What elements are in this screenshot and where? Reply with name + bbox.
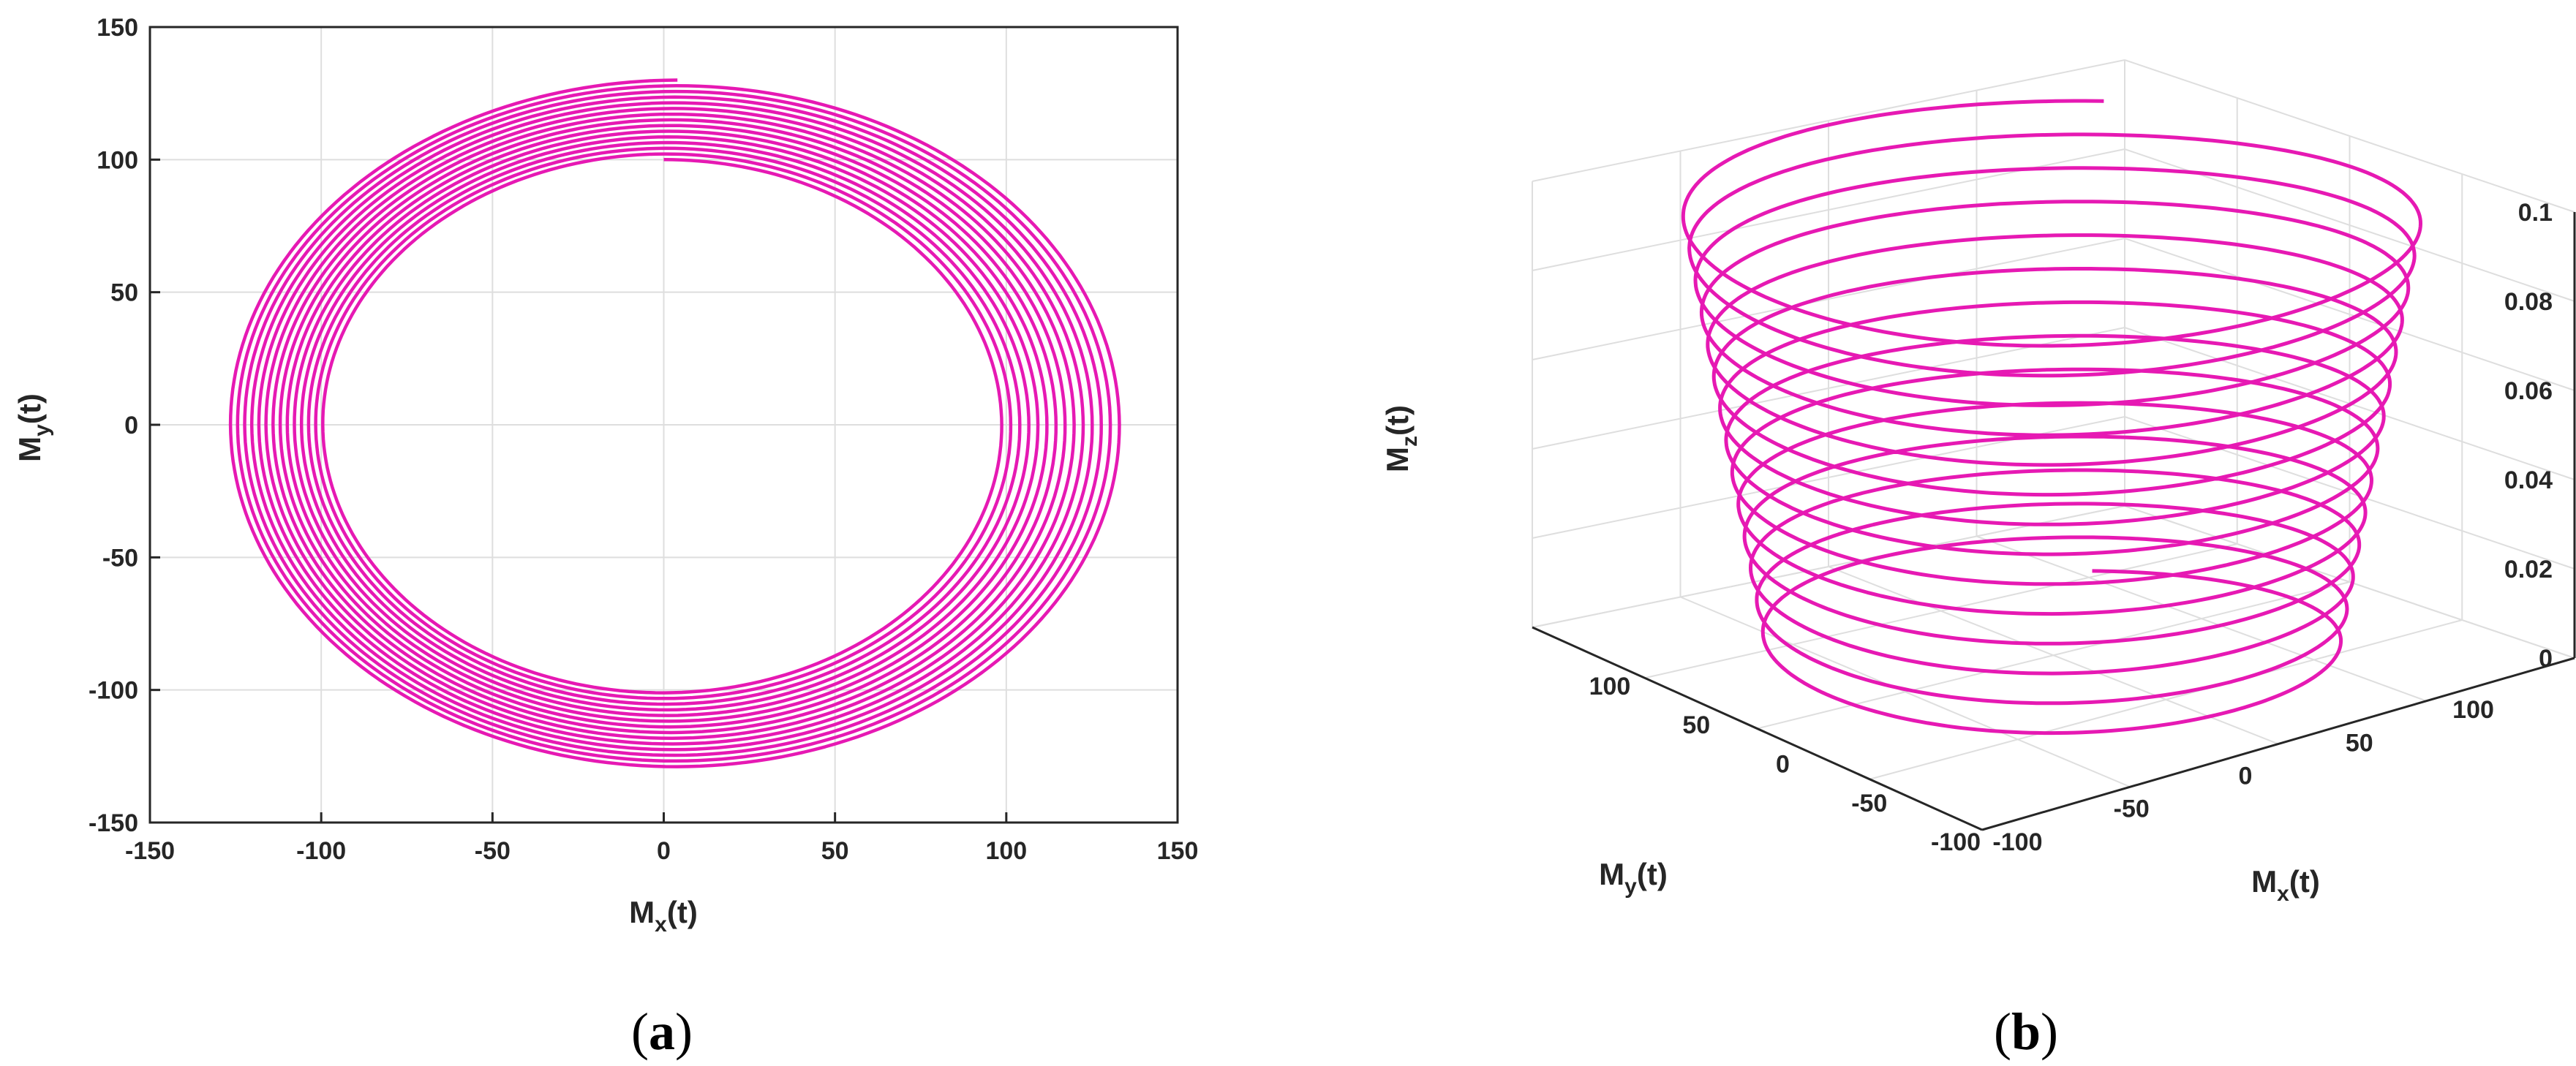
chart-a-y-tick-label: 150 xyxy=(97,14,138,42)
chart-b-wall-gridline xyxy=(1532,327,2125,450)
chart-a-y-tick-label: -100 xyxy=(88,677,138,705)
chart-a-x-axis-label-rest: (t) xyxy=(667,895,698,929)
chart-a-x-tick-label: 150 xyxy=(1157,837,1199,865)
chart-a-y-tick-label: -150 xyxy=(88,809,138,837)
chart-b-z-tick-label: 0.1 xyxy=(2518,199,2553,227)
chart-b-y-axis-line xyxy=(1981,657,2575,831)
chart-a-series xyxy=(228,78,1121,768)
chart-b-floor-gridline xyxy=(1757,581,2350,730)
chart-b-y-tick-label: 50 xyxy=(2346,729,2373,757)
chart-a-y-tick-label: 0 xyxy=(124,412,138,439)
chart-b-z-tick-label: 0.06 xyxy=(2504,377,2553,405)
chart-b-floor-gridline xyxy=(1644,543,2237,679)
chart-b-x-tick-label: 0 xyxy=(1776,751,1790,779)
chart-a-x-axis-label: Mx(t) xyxy=(629,895,698,937)
chart-b-x-axis-label-rest: (t) xyxy=(2289,864,2320,899)
chart-a-y-ticks: 150 100 50 0 -50 -100 -150 xyxy=(88,14,160,837)
chart-b-wall-gridline xyxy=(1532,238,2125,360)
chart-a-y-tick-label: 50 xyxy=(110,279,138,307)
chart-a-x-axis-label-main: M xyxy=(629,895,655,929)
chart-b-wall-gridline xyxy=(1532,59,2125,182)
chart-b-y-tick-label: 100 xyxy=(2452,696,2494,724)
chart-b-z-tick-label: 0.02 xyxy=(2504,556,2553,583)
chart-a-y-axis-label-sub: y xyxy=(30,424,54,436)
panel-label-b: (b) xyxy=(1994,1002,2058,1061)
chart-b-ticks: 0.1 0.08 0.06 0.04 0.02 0 100 50 0 -50 -100 -100 -50… xyxy=(1589,199,2553,856)
chart-a-y-axis-label-main: M xyxy=(12,436,47,462)
chart-a-y-axis-label: My(t) xyxy=(12,393,54,462)
chart-a: -150 -100 -50 0 50 100 150 150100500-50-100-15… xyxy=(12,14,1198,937)
panel-label-a: (a) xyxy=(631,1002,693,1061)
chart-b-floor-gridline xyxy=(1976,535,2427,702)
chart-b-wall-gridline xyxy=(2124,505,2575,659)
chart-b-z-axis-label-rest: (t) xyxy=(1380,405,1415,436)
chart-b-z-axis-label-main: M xyxy=(1380,447,1415,472)
chart-b-y-axis-label-main: M xyxy=(1599,857,1624,891)
chart-a-y-tick-label: 100 xyxy=(97,146,138,174)
chart-b-z-tick-label: 0.04 xyxy=(2504,466,2553,494)
chart-a-y-tick-label: -50 xyxy=(102,544,138,572)
chart-b-x-tick-label: -50 xyxy=(1851,790,1887,817)
chart-a-x-tick-label: 100 xyxy=(985,837,1027,865)
chart-b-wall-gridline xyxy=(2124,238,2575,391)
chart-b-y-axis-label-sub: y xyxy=(1624,874,1637,899)
chart-a-x-ticks: -150 -100 -50 0 50 100 150 xyxy=(125,812,1198,865)
chart-b-z-tick-label: 0 xyxy=(2539,645,2553,673)
chart-b-helix-line xyxy=(1681,99,2422,736)
chart-b-wall-gridline xyxy=(1532,505,2125,628)
chart-a-x-tick-label: -50 xyxy=(475,837,511,865)
chart-b-x-axis-label: Mx(t) xyxy=(2251,864,2320,906)
chart-b-z-axis-label: Mz(t) xyxy=(1380,405,1422,472)
chart-b-x-tick-label: -100 xyxy=(1931,828,1981,856)
chart-b-y-axis-label-rest: (t) xyxy=(1637,857,1668,891)
chart-b-y-tick-label: -100 xyxy=(1992,828,2042,856)
chart-a-y-axis-label-rest: (t) xyxy=(12,393,47,424)
chart-a-x-tick-label: -150 xyxy=(125,837,175,865)
chart-b-x-axis-label-sub: x xyxy=(2277,882,2289,906)
panel-label-b-open: ( xyxy=(1994,1002,2011,1061)
chart-b-y-axis-label: My(t) xyxy=(1599,857,1668,899)
chart-b: 0.1 0.08 0.06 0.04 0.02 0 100 50 0 -50 -100 -100 -50… xyxy=(1380,59,2576,906)
panel-label-b-letter: b xyxy=(2011,1002,2041,1061)
chart-b-y-tick-label: 0 xyxy=(2239,763,2253,790)
panel-label-a-open: ( xyxy=(631,1002,649,1061)
chart-a-x-tick-label: 0 xyxy=(657,837,671,865)
chart-b-x-tick-label: 100 xyxy=(1589,673,1631,700)
panel-label-a-letter: a xyxy=(649,1002,675,1061)
chart-a-spiral-line xyxy=(228,78,1121,768)
chart-b-wall-gridline xyxy=(2124,59,2575,213)
panel-label-b-close: ) xyxy=(2041,1002,2058,1061)
chart-a-x-axis-label-sub: x xyxy=(655,912,667,937)
chart-b-z-tick-label: 0.08 xyxy=(2504,288,2553,316)
chart-b-y-tick-label: -50 xyxy=(2114,795,2150,823)
chart-a-x-tick-label: -100 xyxy=(296,837,346,865)
chart-b-x-tick-label: 50 xyxy=(1682,711,1710,739)
panel-label-a-close: ) xyxy=(675,1002,693,1061)
chart-b-x-axis-line xyxy=(1532,626,1983,831)
chart-a-x-tick-label: 50 xyxy=(821,837,849,865)
chart-b-series xyxy=(1681,99,2422,736)
chart-b-z-axis-label-sub: z xyxy=(1398,436,1422,447)
chart-b-x-axis-label-main: M xyxy=(2251,864,2277,899)
